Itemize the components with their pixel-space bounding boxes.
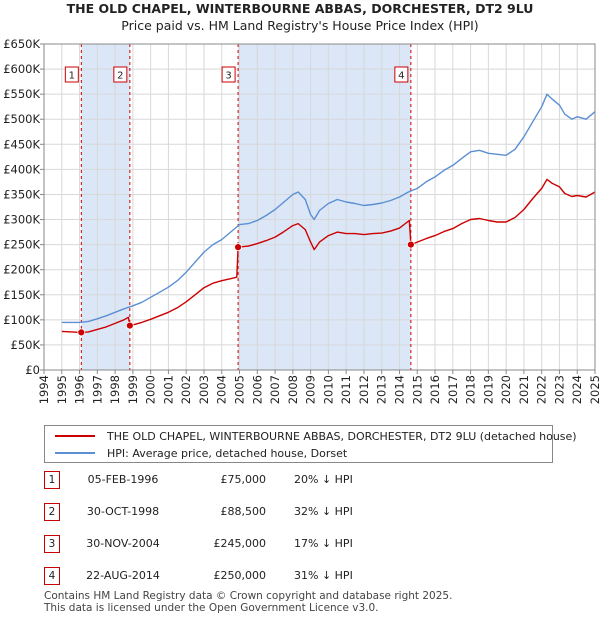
- x-tick-label: 2019: [481, 375, 495, 404]
- sale-point: [77, 328, 86, 337]
- table-row: 1 05-FEB-1996 £75,000 20% ↓ HPI: [44, 471, 564, 489]
- tx-date: 22-AUG-2014: [86, 569, 160, 582]
- legend-item-property: THE OLD CHAPEL, WINTERBOURNE ABBAS, DORC…: [45, 428, 577, 444]
- tx-date: 05-FEB-1996: [87, 473, 159, 486]
- tx-hpi-diff: 31% ↓ HPI: [294, 569, 353, 582]
- tx-hpi-diff: 32% ↓ HPI: [294, 505, 353, 518]
- x-tick-label: 1999: [126, 375, 140, 404]
- y-tick-label: £550K: [3, 87, 40, 101]
- tx-date: 30-OCT-1998: [86, 505, 160, 518]
- x-tick-label: 2023: [552, 375, 566, 404]
- legend-label-property: THE OLD CHAPEL, WINTERBOURNE ABBAS, DORC…: [107, 429, 577, 443]
- sale-point: [406, 240, 415, 249]
- tx-number-badge: 1: [44, 471, 60, 489]
- chart-title: THE OLD CHAPEL, WINTERBOURNE ABBAS, DORC…: [0, 0, 600, 34]
- sale-point: [125, 321, 134, 330]
- legend-label-hpi: HPI: Average price, detached house, Dors…: [107, 446, 348, 460]
- x-tick-label: 2022: [535, 375, 549, 404]
- tx-number-badge: 3: [44, 535, 60, 553]
- sale-marker-box: [394, 66, 409, 83]
- sale-marker-box: [64, 66, 79, 83]
- legend-item-hpi: HPI: Average price, detached house, Dors…: [45, 445, 347, 461]
- x-tick-label: 2009: [304, 375, 318, 404]
- plot-frame: [43, 43, 596, 371]
- tx-price: £250,000: [213, 569, 267, 582]
- y-tick-label: £400K: [3, 162, 40, 176]
- y-tick-label: £500K: [3, 112, 40, 126]
- y-tick-label: £100K: [3, 313, 40, 327]
- y-tick-label: £600K: [3, 62, 40, 76]
- sale-marker-label: 1: [69, 71, 75, 82]
- y-tick-label: £0: [25, 363, 40, 377]
- x-tick-label: 2024: [570, 375, 584, 404]
- x-tick-label: 2025: [588, 375, 600, 404]
- x-tick-label: 2020: [499, 375, 513, 404]
- x-tick-label: 2000: [144, 375, 158, 404]
- x-tick-label: 2021: [517, 375, 531, 404]
- sale-marker-box: [113, 66, 128, 83]
- x-tick-label: 2017: [446, 375, 460, 404]
- x-tick-label: 2014: [392, 375, 406, 404]
- x-tick-label: 2018: [464, 375, 478, 404]
- footer-line1: Contains HM Land Registry data © Crown c…: [44, 590, 453, 602]
- x-tick-label: 2002: [179, 375, 193, 404]
- x-tick-label: 2016: [428, 375, 442, 404]
- legend-swatch-property: [55, 435, 95, 437]
- y-tick-label: £450K: [3, 137, 40, 151]
- tx-price: £75,000: [220, 473, 267, 486]
- legend: THE OLD CHAPEL, WINTERBOURNE ABBAS, DORC…: [44, 425, 577, 463]
- tx-number-badge: 2: [44, 503, 60, 521]
- x-tick-label: 2011: [339, 375, 353, 404]
- legend-swatch-hpi: [55, 452, 95, 454]
- chart-title-line1: THE OLD CHAPEL, WINTERBOURNE ABBAS, DORC…: [66, 1, 534, 16]
- x-tick-label: 2007: [268, 375, 282, 404]
- x-tick-label: 1996: [73, 375, 87, 404]
- y-tick-label: £50K: [11, 338, 41, 352]
- price-chart: 1 2 3 4 £0 £50K £100K £150K £200K £250K £300K £350K…: [3, 37, 600, 404]
- x-tick-label: 2015: [410, 375, 424, 404]
- x-tick-label: 2013: [375, 375, 389, 404]
- footer-line2: This data is licensed under the Open Gov…: [44, 602, 379, 614]
- sale-marker-label: 4: [398, 71, 404, 82]
- y-tick-label: £150K: [3, 288, 40, 302]
- x-tick-label: 2006: [250, 375, 264, 404]
- x-tick-label: 1998: [108, 375, 122, 404]
- sale-marker-label: 3: [225, 71, 231, 82]
- tx-number-badge: 4: [44, 567, 60, 585]
- x-tick-label: 2005: [233, 375, 247, 404]
- sale-marker-box: [221, 66, 236, 83]
- y-tick-label: £250K: [3, 238, 40, 252]
- x-tick-label: 2008: [286, 375, 300, 404]
- x-tick-label: 1994: [37, 375, 51, 404]
- x-tick-label: 2003: [197, 375, 211, 404]
- y-tick-label: £200K: [3, 263, 40, 277]
- x-tick-label: 1997: [90, 375, 104, 404]
- sale-point: [234, 243, 242, 252]
- x-tick-label: 2010: [321, 375, 335, 404]
- y-tick-label: £350K: [3, 187, 40, 201]
- x-tick-label: 2012: [357, 375, 371, 404]
- y-tick-label: £300K: [3, 213, 40, 227]
- y-tick-label: £650K: [3, 37, 40, 51]
- sale-marker-label: 2: [117, 71, 123, 82]
- tx-hpi-diff: 20% ↓ HPI: [294, 473, 353, 486]
- tx-price: £245,000: [213, 537, 267, 550]
- property-series-line: [61, 178, 596, 334]
- footer-attribution: Contains HM Land Registry data © Crown c…: [44, 590, 452, 614]
- table-row: 3 30-NOV-2004 £245,000 17% ↓ HPI: [44, 535, 564, 553]
- x-tick-label: 2004: [215, 375, 229, 404]
- tx-date: 30-NOV-2004: [86, 537, 160, 550]
- hpi-series-line: [61, 93, 596, 324]
- table-row: 4 22-AUG-2014 £250,000 31% ↓ HPI: [44, 567, 564, 585]
- tx-price: £88,500: [220, 505, 267, 518]
- tx-hpi-diff: 17% ↓ HPI: [294, 537, 353, 550]
- chart-title-line2: Price paid vs. HM Land Registry's House …: [121, 18, 479, 33]
- x-tick-label: 2001: [161, 375, 175, 404]
- table-row: 2 30-OCT-1998 £88,500 32% ↓ HPI: [44, 503, 564, 521]
- x-tick-label: 1995: [55, 375, 69, 404]
